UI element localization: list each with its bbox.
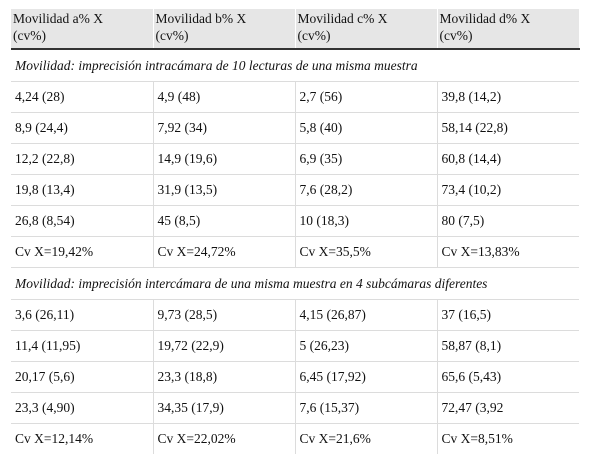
header-unit: (cv%) <box>155 28 189 43</box>
table-cell: Cv X=24,72% <box>153 236 296 268</box>
table-cell: Cv X=35,5% <box>295 236 438 268</box>
table-cell: 37 (16,5) <box>437 299 579 331</box>
table-row: 19,8 (13,4) 31,9 (13,5) 7,6 (28,2) 73,4 (10… <box>11 174 579 206</box>
table-cell: 4,9 (48) <box>153 81 296 113</box>
header-cell-a: Movilidad a% X (cv%) <box>11 9 154 50</box>
table-cell: 60,8 (14,4) <box>437 143 579 175</box>
table-cell: 2,7 (56) <box>295 81 438 113</box>
table-cell: 14,9 (19,6) <box>153 143 296 175</box>
data-table-container: Movilidad a% X (cv%) Movilidad b% X (cv%) … <box>11 9 580 454</box>
table-row: 8,9 (24,4) 7,92 (34) 5,8 (40) 58,14 (22,8) <box>11 112 579 144</box>
table-row: 3,6 (26,11) 9,73 (28,5) 4,15 (26,87) 37 (16… <box>11 299 579 331</box>
table-cell: Cv X=12,14% <box>11 423 154 454</box>
table-row: 12,2 (22,8) 14,9 (19,6) 6,9 (35) 60,8 (14,4… <box>11 143 579 175</box>
table-cell: Cv X=21,6% <box>295 423 438 454</box>
table-cell: 7,92 (34) <box>153 112 296 144</box>
table-cell: 58,14 (22,8) <box>437 112 579 144</box>
section-row: Movilidad: imprecisión intercámara de un… <box>11 267 579 300</box>
table-cell: 12,2 (22,8) <box>11 143 154 175</box>
table-header: Movilidad a% X (cv%) Movilidad b% X (cv%) … <box>11 9 580 50</box>
table-cell: 6,9 (35) <box>295 143 438 175</box>
table-cell: 72,47 (3,92 <box>437 392 579 424</box>
header-label: Movilidad c% X <box>297 11 388 26</box>
table-cell: 5 (26,23) <box>295 330 438 362</box>
table-cell: 31,9 (13,5) <box>153 174 296 206</box>
section-row: Movilidad: imprecisión intracámara de 10… <box>11 49 579 82</box>
section-title: Movilidad: imprecisión intercámara de un… <box>11 267 579 300</box>
table-cell: 19,72 (22,9) <box>153 330 296 362</box>
table-cell: 39,8 (14,2) <box>437 81 579 113</box>
table-cell: 7,6 (28,2) <box>295 174 438 206</box>
table-cell: Cv X=22,02% <box>153 423 296 454</box>
table-cell: 80 (7,5) <box>437 205 579 237</box>
header-label: Movilidad b% X <box>155 11 247 26</box>
data-table: Movilidad a% X (cv%) Movilidad b% X (cv%) … <box>11 9 580 454</box>
table-cell: 23,3 (18,8) <box>153 361 296 393</box>
table-cell: 4,15 (26,87) <box>295 299 438 331</box>
header-label: Movilidad d% X <box>439 11 531 26</box>
table-cell: 5,8 (40) <box>295 112 438 144</box>
table-cell: 4,24 (28) <box>11 81 154 113</box>
table-cell: 20,17 (5,6) <box>11 361 154 393</box>
header-unit: (cv%) <box>297 28 331 43</box>
header-unit: (cv%) <box>439 28 473 43</box>
table-cell: 3,6 (26,11) <box>11 299 154 331</box>
table-cell: 73,4 (10,2) <box>437 174 579 206</box>
table-row: 4,24 (28) 4,9 (48) 2,7 (56) 39,8 (14,2) <box>11 81 579 113</box>
table-cell: 45 (8,5) <box>153 205 296 237</box>
table-cell: 6,45 (17,92) <box>295 361 438 393</box>
table-cell: 19,8 (13,4) <box>11 174 154 206</box>
table-row: 23,3 (4,90) 34,35 (17,9) 7,6 (15,37) 72,47 … <box>11 392 579 424</box>
table-cell: Cv X=13,83% <box>437 236 579 268</box>
table-cell: 58,87 (8,1) <box>437 330 579 362</box>
table-row: Cv X=19,42% Cv X=24,72% Cv X=35,5% Cv X=13,… <box>11 236 579 268</box>
table-row: Cv X=12,14% Cv X=22,02% Cv X=21,6% Cv X=8,5… <box>11 423 579 454</box>
table-cell: Cv X=8,51% <box>437 423 579 454</box>
table-cell: 65,6 (5,43) <box>437 361 579 393</box>
table-row: 20,17 (5,6) 23,3 (18,8) 6,45 (17,92) 65,6 (… <box>11 361 579 393</box>
header-cell-b: Movilidad b% X (cv%) <box>153 9 296 50</box>
header-cell-d: Movilidad d% X (cv%) <box>437 9 580 50</box>
table-cell: 8,9 (24,4) <box>11 112 154 144</box>
table-cell: 7,6 (15,37) <box>295 392 438 424</box>
header-cell-c: Movilidad c% X (cv%) <box>295 9 438 50</box>
header-row: Movilidad a% X (cv%) Movilidad b% X (cv%) … <box>11 9 580 50</box>
table-cell: Cv X=19,42% <box>11 236 154 268</box>
header-label: Movilidad a% X <box>13 11 103 26</box>
table-cell: 10 (18,3) <box>295 205 438 237</box>
table-body: Movilidad: imprecisión intracámara de 10… <box>11 49 579 454</box>
table-cell: 34,35 (17,9) <box>153 392 296 424</box>
section-title: Movilidad: imprecisión intracámara de 10… <box>15 57 418 73</box>
table-row: 11,4 (11,95) 19,72 (22,9) 5 (26,23) 58,87 (… <box>11 330 579 362</box>
table-row: 26,8 (8,54) 45 (8,5) 10 (18,3) 80 (7,5) <box>11 205 579 237</box>
table-cell: 23,3 (4,90) <box>11 392 154 424</box>
header-unit: (cv%) <box>13 28 46 43</box>
table-cell: 26,8 (8,54) <box>11 205 154 237</box>
table-cell: 9,73 (28,5) <box>153 299 296 331</box>
table-cell: 11,4 (11,95) <box>11 330 154 362</box>
